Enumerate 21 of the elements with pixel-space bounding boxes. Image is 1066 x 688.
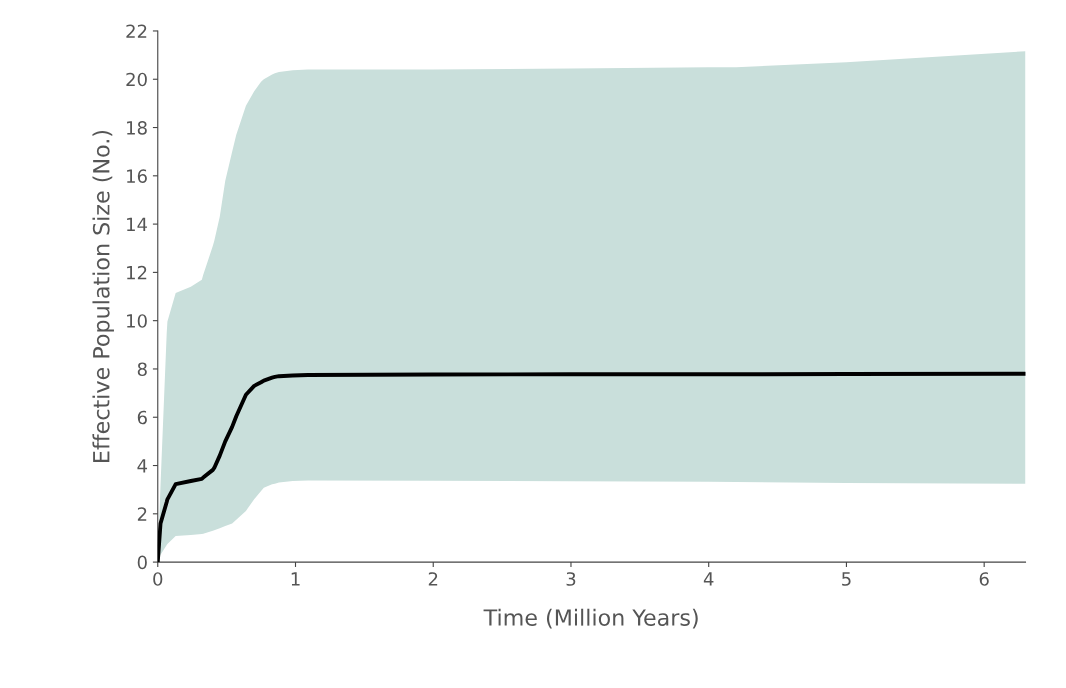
x-tick-label: 1 (291, 572, 300, 586)
x-tick-label: 5 (842, 572, 851, 586)
y-tick-label: 22 (126, 24, 147, 38)
y-tick-label: 12 (127, 265, 147, 280)
y-tick-label: 14 (127, 217, 148, 231)
y-tick-label: 0 (137, 555, 147, 570)
x-tick-label: 3 (566, 572, 576, 586)
y-tick-label: 18 (127, 120, 147, 135)
x-tick-label: 0 (153, 572, 163, 586)
y-tick-label: 20 (126, 72, 147, 87)
x-tick-label: 2 (428, 572, 438, 586)
y-tick-label: 2 (137, 507, 147, 521)
y-axis-title: Effective Population Size (No.) (92, 130, 114, 462)
y-tick-label: 6 (137, 410, 147, 425)
y-tick-label: 4 (137, 459, 148, 473)
x-tick-label: 4 (703, 572, 714, 586)
y-tick-label: 16 (127, 169, 147, 183)
x-axis-title: Time (Million Years) (483, 608, 698, 629)
x-tick-label: 6 (979, 572, 989, 586)
y-tick-label: 8 (137, 362, 147, 377)
y-tick-label: 10 (127, 314, 147, 328)
